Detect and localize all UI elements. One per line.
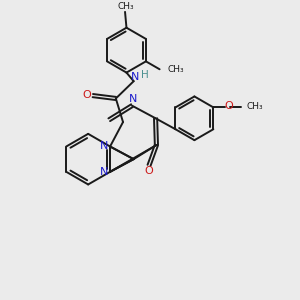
- Text: CH₃: CH₃: [118, 2, 134, 11]
- Text: O: O: [145, 166, 153, 176]
- Text: CH₃: CH₃: [168, 65, 184, 74]
- Text: N: N: [100, 141, 108, 151]
- Text: N: N: [130, 72, 139, 82]
- Text: O: O: [225, 101, 234, 111]
- Text: N: N: [129, 94, 138, 104]
- Text: N: N: [100, 167, 108, 177]
- Text: CH₃: CH₃: [247, 102, 263, 111]
- Text: H: H: [141, 70, 148, 80]
- Text: O: O: [83, 90, 92, 100]
